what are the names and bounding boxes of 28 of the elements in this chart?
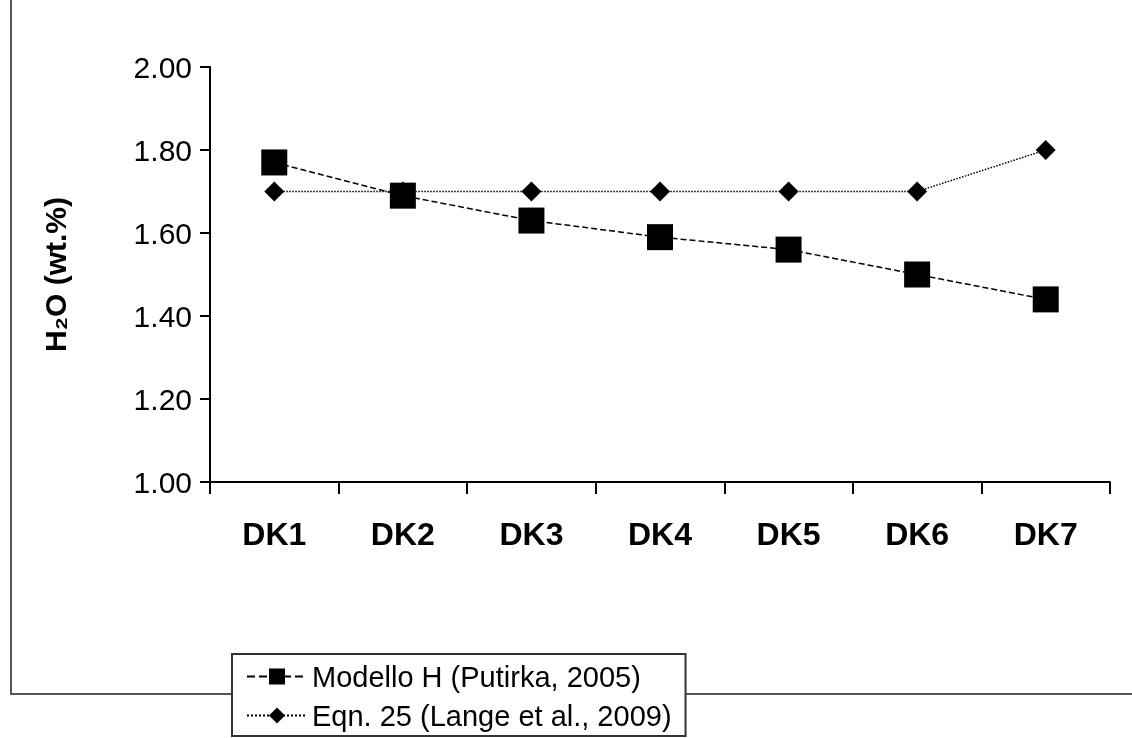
- legend-label: Eqn. 25 (Lange et al., 2009): [312, 699, 672, 732]
- legend-label: Modello H (Putirka, 2005): [312, 660, 641, 693]
- x-tick-label: DK4: [627, 516, 693, 552]
- point: [650, 181, 670, 202]
- y-tick-label: 1.60: [133, 216, 192, 250]
- y-tick-label: 1.80: [133, 133, 192, 167]
- point: [1032, 286, 1059, 313]
- y-tick-label: 1.40: [133, 299, 192, 333]
- x-tick-label: DK6: [885, 516, 950, 552]
- x-tick-label: DK3: [499, 516, 564, 552]
- x-tick-label: DK2: [370, 516, 435, 552]
- y-tick-label: 1.00: [133, 465, 192, 499]
- point: [261, 149, 288, 176]
- y-axis-title: H₂O (wt.%): [38, 197, 72, 352]
- y-tick-label: 2.00: [133, 50, 192, 84]
- point: [518, 207, 545, 234]
- x-tick-label: DK7: [1013, 516, 1078, 552]
- x-tick-label: DK1: [242, 516, 307, 552]
- point: [1035, 140, 1056, 160]
- x-tick-label: DK5: [756, 516, 821, 552]
- point: [521, 181, 542, 202]
- point: [778, 181, 799, 202]
- point: [647, 224, 673, 251]
- y-tick-label: 1.20: [133, 382, 192, 416]
- point: [904, 261, 931, 288]
- point: [775, 236, 802, 263]
- point: [907, 181, 928, 202]
- point: [264, 181, 285, 202]
